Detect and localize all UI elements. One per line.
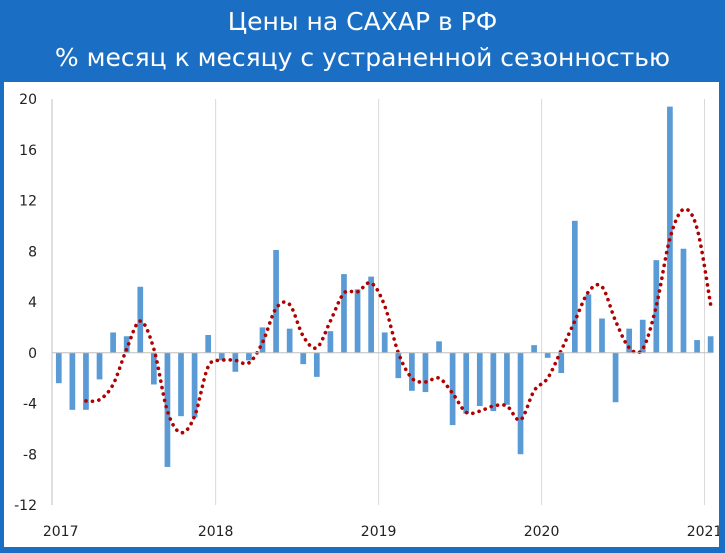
bar xyxy=(436,341,442,353)
bar xyxy=(368,276,374,353)
y-tick-label: 4 xyxy=(28,295,37,311)
y-tick-label: -12 xyxy=(14,498,37,514)
bar xyxy=(626,328,633,353)
bar xyxy=(531,345,537,353)
bar xyxy=(327,331,334,353)
grid-layer xyxy=(215,99,706,505)
chart-subtitle: % месяц к месяцу с устраненной сезонност… xyxy=(54,43,671,72)
bar xyxy=(639,319,646,353)
bar xyxy=(286,328,293,353)
bar xyxy=(69,352,76,410)
bar xyxy=(463,352,470,414)
title-block: Цены на САХАР в РФ % месяц к месяцу с ус… xyxy=(0,0,725,82)
bar xyxy=(422,352,429,393)
bar xyxy=(55,352,62,384)
bar xyxy=(667,106,673,353)
y-tick-label: 20 xyxy=(19,92,37,108)
bar-layer xyxy=(55,106,714,467)
bar xyxy=(558,352,565,374)
y-tick-label: -4 xyxy=(23,397,37,413)
bar xyxy=(313,352,320,377)
bar xyxy=(354,289,361,353)
x-tick-label: 2017 xyxy=(43,524,79,540)
bar xyxy=(205,334,212,353)
bar xyxy=(571,220,578,353)
bar xyxy=(544,352,551,358)
x-tick-label: 2019 xyxy=(361,524,397,540)
bar xyxy=(707,336,714,353)
bar xyxy=(612,352,619,403)
x-tick-label: 2018 xyxy=(198,524,234,540)
bar xyxy=(504,352,510,405)
chart-title: Цены на САХАР в РФ xyxy=(227,7,498,36)
bar xyxy=(273,249,279,353)
bar xyxy=(476,352,483,407)
bar xyxy=(164,352,171,467)
bar xyxy=(83,352,89,410)
bar xyxy=(178,352,184,417)
bar xyxy=(110,332,116,353)
bar xyxy=(341,274,347,353)
bar xyxy=(232,352,239,372)
bar xyxy=(517,352,524,455)
bar xyxy=(449,352,456,426)
x-tick-label: 2021 xyxy=(687,524,719,540)
y-tick-label: -8 xyxy=(23,447,37,463)
y-tick-label: 12 xyxy=(19,194,37,210)
bar xyxy=(395,352,402,379)
y-tick-label: 8 xyxy=(28,244,37,260)
bar xyxy=(191,352,198,418)
y-tick-label: 16 xyxy=(19,143,37,159)
bar xyxy=(599,318,605,353)
y-tick-label: 0 xyxy=(28,346,37,362)
bar xyxy=(680,248,687,353)
plot-area: 2017 2018 2019 2020 2021 -12 -8 -4 0 4 8 12 16 20 xyxy=(4,82,719,547)
bar xyxy=(490,352,497,412)
axis-layer: 2017 2018 2019 2020 2021 -12 -8 -4 0 4 8 12 16 20 xyxy=(14,92,719,540)
chart-svg: 2017 2018 2019 2020 2021 -12 -8 -4 0 4 8 12 16 20 xyxy=(14,92,719,540)
bar xyxy=(300,352,307,365)
bar xyxy=(585,294,592,353)
bar xyxy=(694,340,700,353)
bar xyxy=(381,332,388,353)
bar xyxy=(151,352,157,385)
bar xyxy=(653,260,660,353)
bar xyxy=(246,352,252,361)
x-tick-label: 2020 xyxy=(524,524,560,540)
bar xyxy=(409,352,415,391)
bar xyxy=(123,336,130,353)
bar xyxy=(218,352,225,361)
bar xyxy=(96,352,103,380)
